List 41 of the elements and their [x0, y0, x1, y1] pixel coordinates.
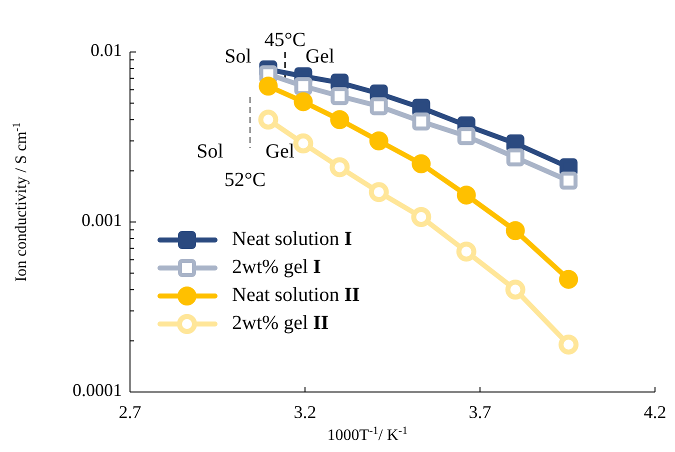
legend-label: Neat solution I — [232, 228, 352, 250]
legend-label: Neat solution II — [232, 284, 360, 306]
point — [411, 207, 432, 228]
point — [505, 280, 526, 300]
point — [506, 221, 525, 240]
annotation: Sol — [196, 140, 224, 163]
annotation: Sol — [224, 46, 252, 68]
point — [330, 110, 350, 130]
point — [456, 186, 476, 205]
point — [369, 131, 388, 150]
legend-label: 2wt% gel I — [232, 256, 322, 278]
x-axis-title: 1000T$^{-1}$/ K$^{-1}$ — [327, 425, 408, 444]
point — [412, 154, 431, 174]
x-tick-label: 3.7 — [468, 402, 492, 422]
annotation: Gel — [306, 46, 335, 68]
point — [258, 110, 278, 130]
point — [368, 182, 389, 202]
point — [457, 127, 476, 146]
point — [370, 97, 388, 116]
point — [294, 77, 312, 96]
annotation: Gel — [266, 140, 295, 163]
x-tick-label: 2.7 — [118, 402, 142, 422]
y-tick-label: 0.001 — [82, 210, 122, 230]
y-tick-label: 0.0001 — [72, 380, 122, 400]
point — [330, 157, 350, 178]
point — [559, 270, 578, 289]
point — [293, 133, 314, 154]
x-tick-label: 3.2 — [294, 402, 316, 422]
point — [412, 112, 430, 131]
y-tick-label: 0.01 — [90, 40, 122, 60]
point — [294, 92, 313, 112]
point — [558, 334, 579, 355]
point — [456, 242, 476, 262]
point — [258, 76, 278, 96]
point — [330, 87, 349, 106]
ref-line-label: 45°C — [264, 29, 306, 51]
point — [560, 172, 578, 190]
ref-line-label: 52°C — [224, 169, 266, 191]
point — [506, 148, 524, 166]
x-tick-label: 4.2 — [644, 402, 666, 422]
legend-label: 2wt% gel II — [232, 312, 329, 334]
